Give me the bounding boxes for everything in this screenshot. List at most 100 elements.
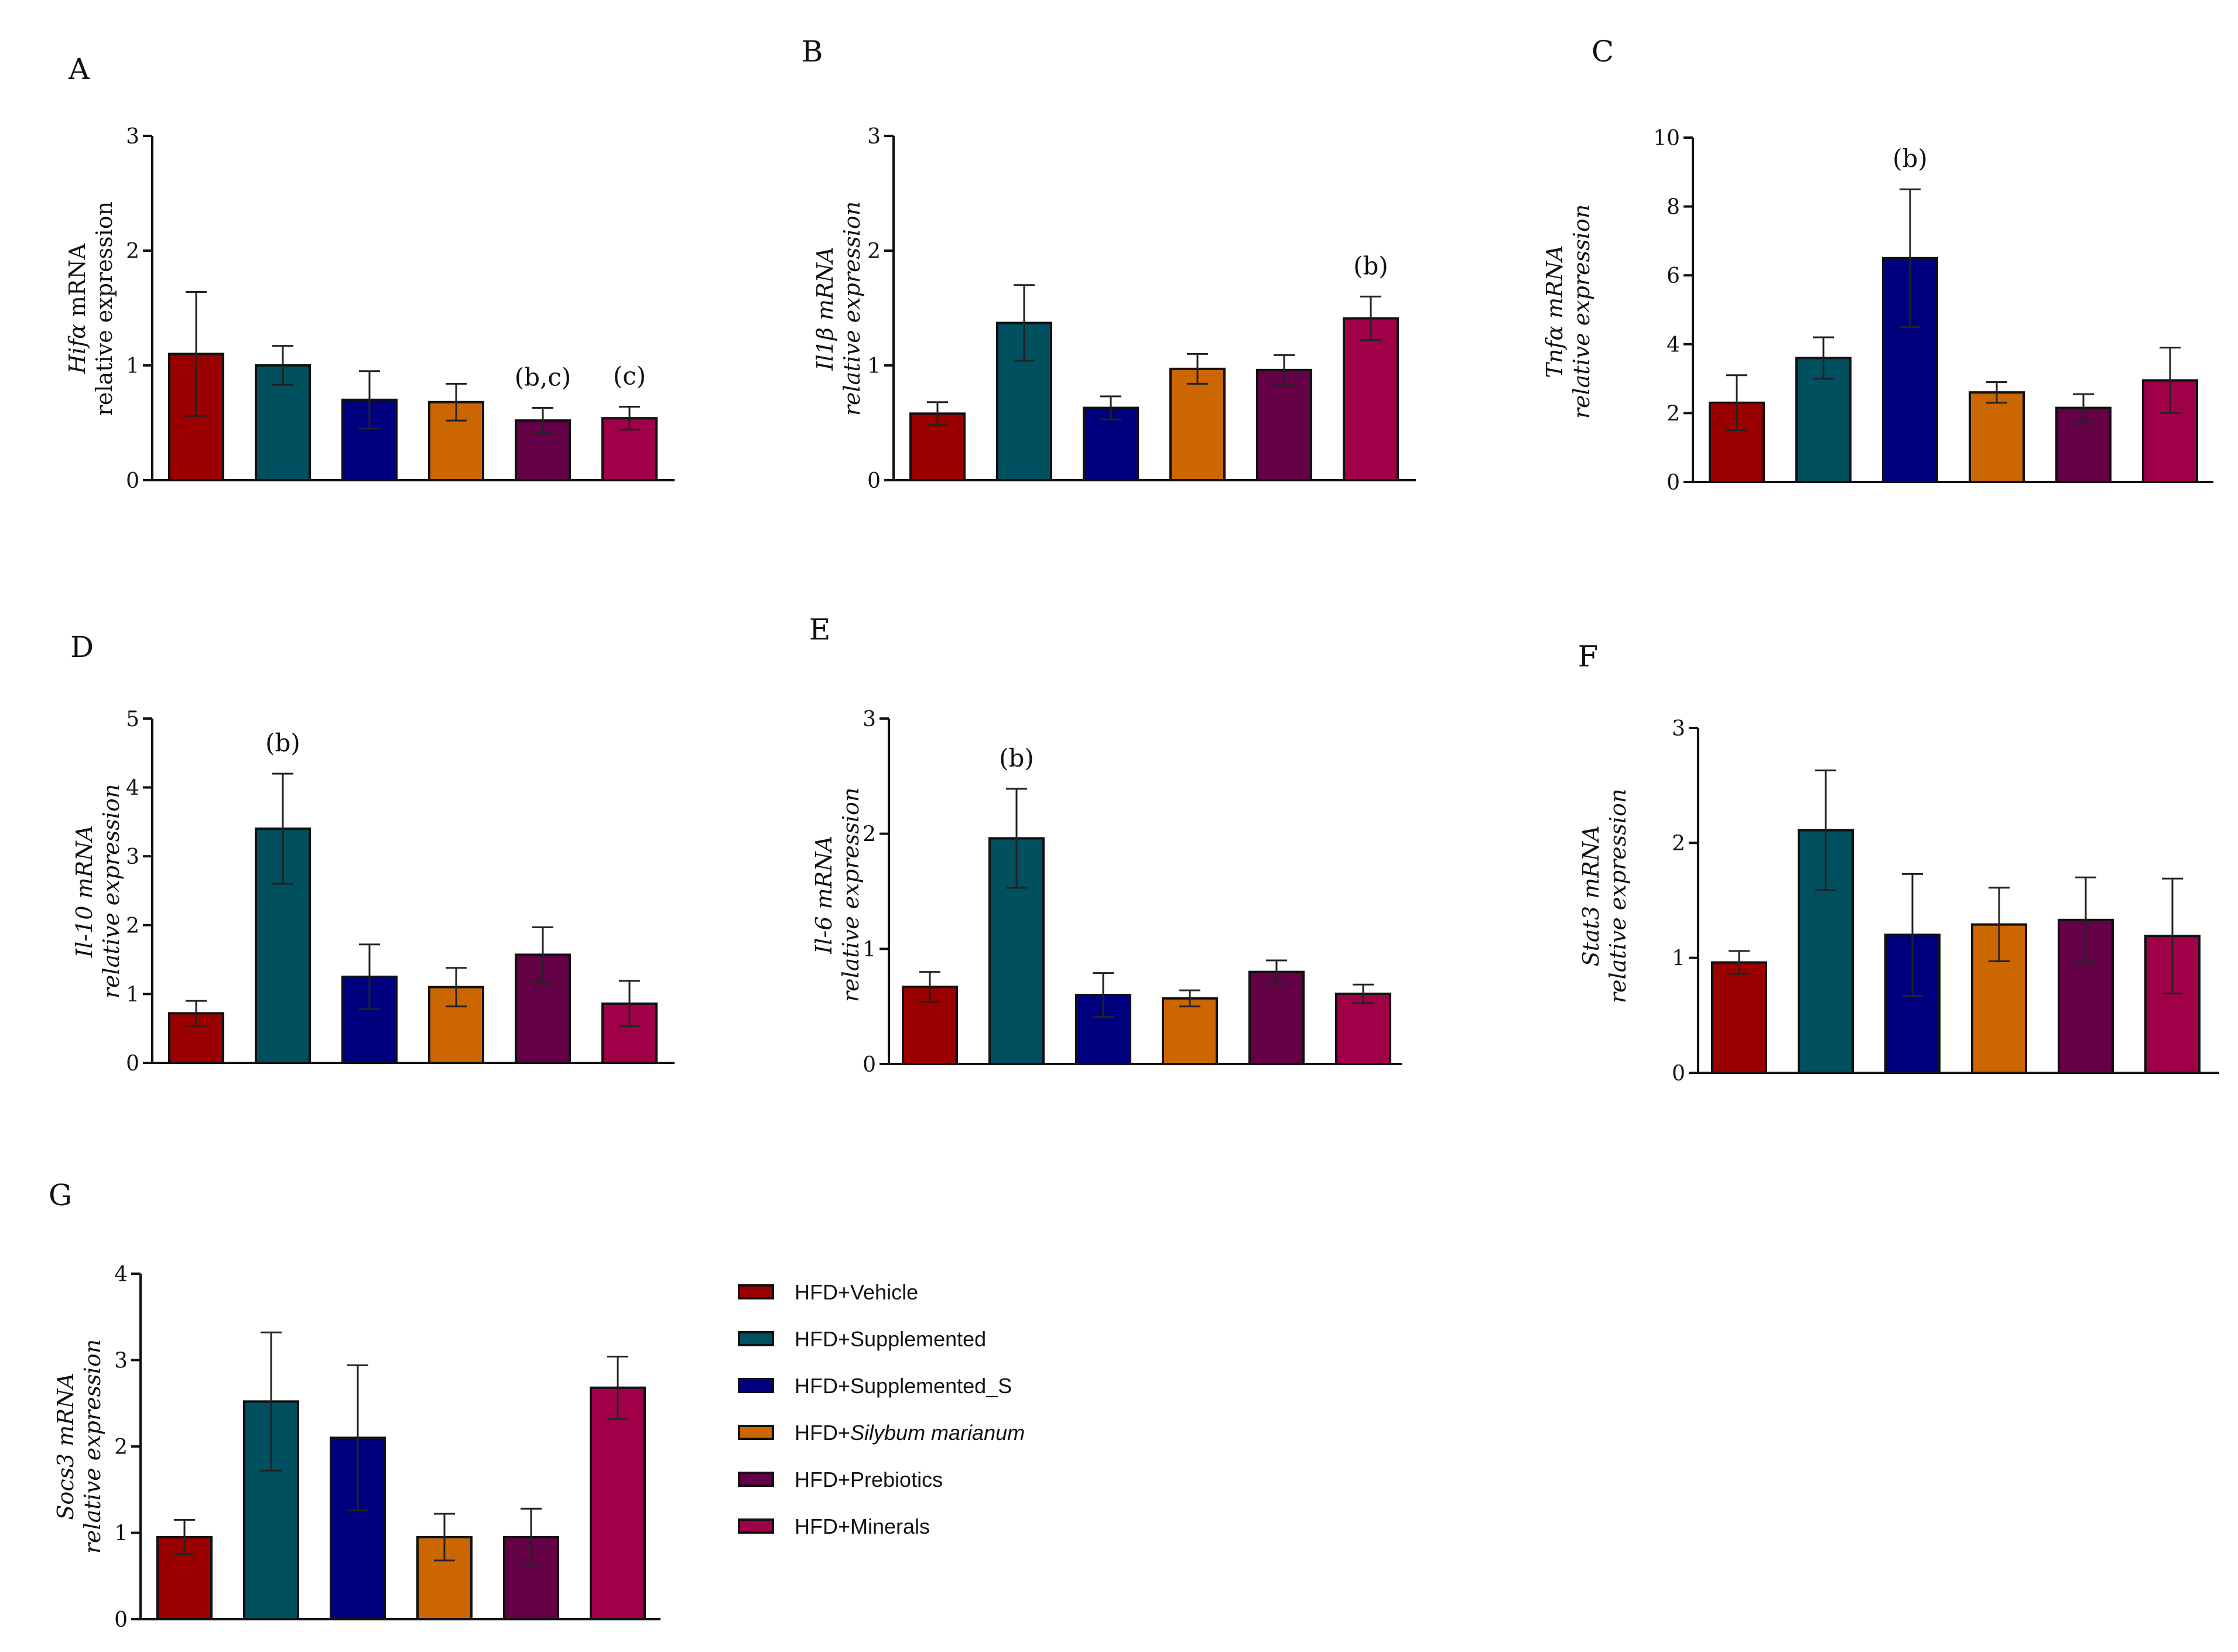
y-tick-label: 0 bbox=[126, 1052, 139, 1076]
y-tick-label: 5 bbox=[126, 707, 139, 731]
bar-f-0 bbox=[1711, 961, 1767, 1075]
y-tick-label: 4 bbox=[1666, 333, 1680, 357]
y-axis-title: Il1β mRNArelative expression bbox=[812, 201, 865, 416]
error-bar bbox=[2073, 393, 2094, 423]
legend-swatch bbox=[738, 1378, 774, 1393]
y-tick-label: 0 bbox=[867, 469, 881, 493]
bar-c-3 bbox=[1969, 391, 2025, 483]
y-tick-label: 3 bbox=[1672, 717, 1685, 741]
legend-swatch bbox=[738, 1284, 774, 1299]
y-tick-label: 3 bbox=[114, 1349, 128, 1373]
error-bar bbox=[1179, 989, 1200, 1008]
error-bar bbox=[927, 401, 948, 426]
error-bar bbox=[2075, 876, 2096, 964]
error-bar bbox=[359, 943, 380, 1010]
y-tick-label: 1 bbox=[863, 938, 876, 962]
significance-label: (b) bbox=[999, 744, 1034, 772]
error-bar bbox=[272, 345, 293, 386]
y-tick-label: 3 bbox=[126, 125, 139, 149]
bar-g-5 bbox=[590, 1386, 646, 1620]
y-axis-gene: Tnfα mRNA bbox=[1542, 245, 1568, 378]
y-tick-label: 10 bbox=[1653, 126, 1680, 151]
error-bar bbox=[532, 926, 553, 983]
y-tick-label: 1 bbox=[126, 354, 139, 378]
error-bar bbox=[1360, 295, 1381, 341]
error-bar bbox=[1353, 983, 1374, 1004]
legend: HFD+Vehicle HFD+Supplemented HFD+Supplemen… bbox=[738, 1280, 1025, 1538]
error-bar bbox=[532, 407, 553, 435]
significance-label: (c) bbox=[613, 362, 646, 391]
y-axis-subtitle: relative expression bbox=[91, 201, 117, 416]
y-tick-label: 0 bbox=[1666, 471, 1680, 495]
y-tick-label: 6 bbox=[1666, 264, 1680, 288]
panel-e: E 0 1 2 3 Il-6 mRNArelative expression (b) bbox=[809, 613, 1402, 1077]
legend-swatch bbox=[738, 1331, 774, 1346]
y-tick-label: 2 bbox=[126, 914, 139, 938]
bar-b-4 bbox=[1256, 368, 1312, 482]
y-tick-label: 0 bbox=[1672, 1062, 1685, 1086]
y-axis-gene: Socs3 mRNA bbox=[53, 1373, 78, 1520]
error-bar bbox=[1006, 788, 1027, 889]
y-tick-label: 2 bbox=[867, 240, 881, 264]
error-bar bbox=[186, 1000, 207, 1027]
y-axis-title: Il-10 mRNArelative expression bbox=[71, 784, 124, 998]
y-axis-gene: Il-6 mRNA bbox=[811, 836, 837, 955]
y-tick-label: 2 bbox=[114, 1435, 128, 1459]
error-bar bbox=[1014, 284, 1035, 362]
error-bar bbox=[619, 406, 640, 431]
y-axis-title: Stat3 mRNArelative expression bbox=[1578, 789, 1631, 1003]
y-axis-title: Socs3 mRNArelative expression bbox=[53, 1339, 105, 1554]
y-axis-gene: Hifα bbox=[64, 324, 90, 374]
error-bar bbox=[1100, 395, 1121, 420]
panel-d: D 0 1 2 3 4 5 Il-10 mRNArelative expression (b) bbox=[70, 630, 675, 1076]
bar-f-5 bbox=[2144, 935, 2201, 1074]
y-axis-subtitle: relative expression bbox=[1569, 204, 1594, 419]
y-tick-label: 0 bbox=[863, 1053, 876, 1077]
significance-label: (b) bbox=[1353, 251, 1388, 280]
legend-label: HFD+Vehicle bbox=[795, 1280, 918, 1304]
legend-item: HFD+Vehicle bbox=[738, 1280, 918, 1304]
legend-item: HFD+Supplemented_S bbox=[738, 1374, 1012, 1398]
y-tick-label: 8 bbox=[1666, 196, 1680, 220]
error-bar bbox=[521, 1507, 542, 1567]
y-tick-label: 2 bbox=[1666, 402, 1680, 426]
y-axis-subtitle: relative expression bbox=[80, 1339, 105, 1554]
error-bar bbox=[2162, 877, 2183, 995]
legend-label: HFD+Silybum marianum bbox=[795, 1421, 1025, 1445]
panel-letter: E bbox=[809, 613, 831, 647]
y-axis-gene: Il-10 mRNA bbox=[71, 825, 97, 958]
error-bar bbox=[261, 1331, 282, 1472]
panel-letter: F bbox=[1578, 639, 1599, 673]
y-tick-label: 2 bbox=[863, 823, 876, 847]
y-tick-label: 1 bbox=[126, 983, 139, 1007]
panel-letter: A bbox=[68, 52, 90, 86]
panel-letter: B bbox=[802, 35, 823, 69]
error-bar bbox=[347, 1364, 368, 1511]
error-bar bbox=[1815, 769, 1836, 891]
error-bar bbox=[1093, 972, 1114, 1018]
significance-label: (b,c) bbox=[515, 363, 572, 392]
significance-label: (b) bbox=[265, 728, 300, 757]
error-bar bbox=[174, 1518, 195, 1555]
error-bar bbox=[1989, 887, 2010, 963]
y-tick-label: 3 bbox=[126, 845, 139, 869]
panel-b: B 0 1 2 3 Il1β mRNArelative expression (b) bbox=[802, 35, 1416, 493]
y-axis-gene: Il1β mRNA bbox=[812, 247, 838, 371]
y-axis-suffix: mRNA bbox=[64, 243, 90, 324]
y-tick-label: 0 bbox=[126, 469, 139, 493]
legend-item: HFD+Prebiotics bbox=[738, 1468, 943, 1492]
y-tick-label: 3 bbox=[863, 707, 876, 731]
panel-letter: C bbox=[1592, 35, 1614, 69]
error-bar bbox=[2160, 347, 2181, 414]
y-axis-subtitle: relative expression bbox=[839, 201, 865, 416]
y-axis-gene: Stat3 mRNA bbox=[1578, 826, 1604, 967]
legend-item: HFD+Supplemented bbox=[738, 1327, 986, 1351]
error-bar bbox=[1266, 959, 1287, 984]
error-bar bbox=[446, 382, 467, 422]
y-tick-label: 4 bbox=[126, 777, 139, 801]
error-bar bbox=[1187, 353, 1208, 385]
panel-a: A 0 1 2 3 Hifα mRNArelative expression (b,c) (c… bbox=[64, 52, 675, 493]
error-bar bbox=[619, 980, 640, 1028]
